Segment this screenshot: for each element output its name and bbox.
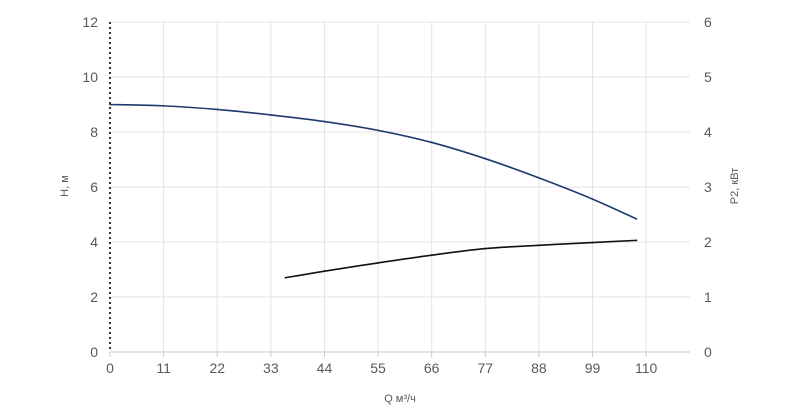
power-curve-point [635, 239, 638, 242]
head-curve-point [430, 141, 433, 144]
x-tick-label: 22 [209, 360, 225, 376]
axes [109, 22, 690, 353]
x-tick-label: 77 [478, 360, 494, 376]
x-tick-label: 66 [424, 360, 440, 376]
x-axis-ticks: 0 11 22 33 44 55 66 77 88 99 110 [106, 352, 658, 376]
head-curve-point [591, 198, 594, 201]
power-curve-line [285, 239, 637, 279]
y-left-tick-label: 10 [82, 69, 98, 85]
series-group [109, 103, 638, 279]
y-left-tick-label: 4 [90, 234, 98, 250]
y-right-tick-label: 2 [704, 234, 712, 250]
power-curve-point [284, 276, 287, 279]
x-axis-label: Q м³/ч [384, 393, 416, 405]
x-tick-label: 99 [585, 360, 601, 376]
y-right-tick-label: 0 [704, 344, 712, 360]
x-tick-label: 55 [370, 360, 386, 376]
y-right-tick-label: 4 [704, 124, 712, 140]
power-curve-point [484, 247, 487, 250]
head-curve-point [377, 129, 379, 132]
head-curve-point [109, 103, 111, 106]
head-curve-point [484, 157, 487, 160]
x-tick-label: 44 [317, 360, 333, 376]
y-left-tick-label: 2 [90, 289, 98, 305]
y-left-axis-label: H, м [59, 175, 71, 197]
x-tick-label: 0 [106, 360, 114, 376]
x-tick-label: 110 [635, 360, 658, 376]
grid [110, 21, 690, 352]
y-left-tick-label: 0 [90, 344, 98, 360]
head-curve-line [109, 103, 637, 220]
x-tick-label: 33 [263, 360, 279, 376]
power-curve-point [430, 254, 433, 257]
y-left-axis-ticks: 0 2 4 6 8 10 12 [82, 14, 98, 360]
power-curve-point [323, 270, 326, 273]
power-curve-point [538, 244, 540, 247]
y-left-tick-label: 12 [82, 14, 98, 30]
power-curve-point [377, 262, 379, 264]
head-curve-point [162, 104, 165, 107]
power-curve-point [591, 241, 594, 244]
y-right-tick-label: 3 [704, 179, 712, 195]
head-curve-point [635, 218, 638, 220]
head-curve-point [323, 120, 326, 123]
x-tick-label: 88 [531, 360, 547, 376]
y-right-tick-label: 6 [704, 14, 712, 30]
head-curve-point [216, 108, 219, 111]
y-right-axis-ticks: 0 1 2 3 4 5 6 [704, 14, 712, 360]
y-right-tick-label: 5 [704, 69, 712, 85]
y-left-tick-label: 6 [90, 179, 98, 195]
y-right-axis-label: P2, кВт [729, 168, 741, 204]
head-curve-point [269, 114, 272, 116]
x-tick-label: 11 [156, 360, 171, 376]
y-right-tick-label: 1 [704, 289, 712, 305]
y-left-tick-label: 8 [90, 124, 98, 140]
head-curve-point [538, 177, 540, 179]
